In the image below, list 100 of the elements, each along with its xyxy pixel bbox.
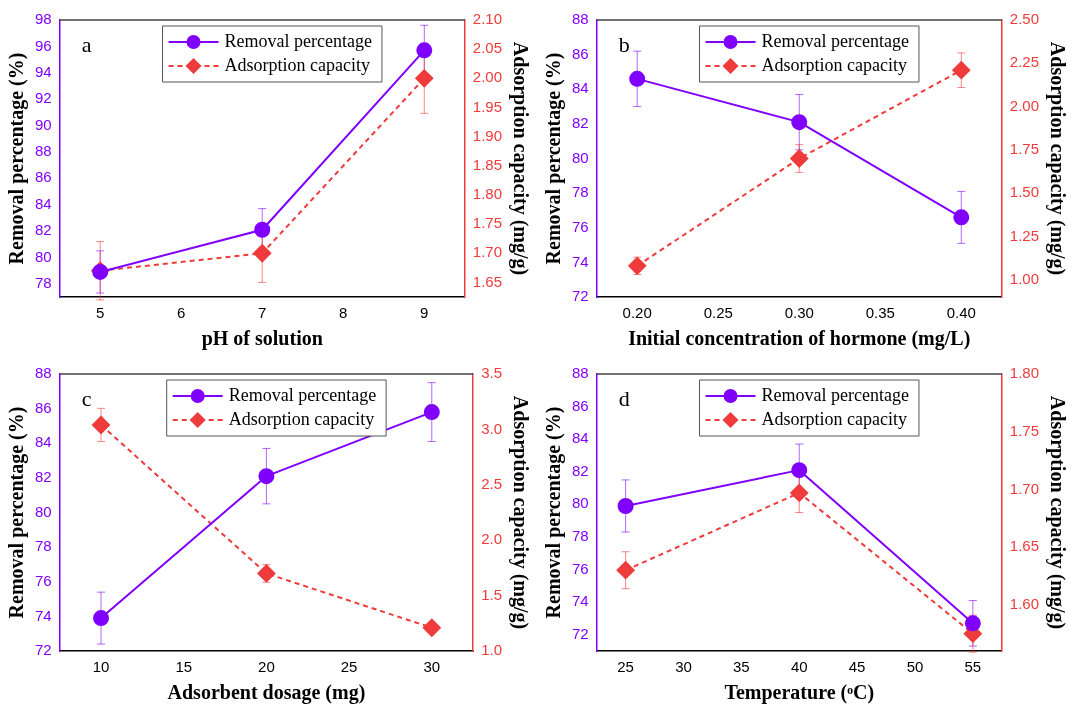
x-tick-label: 55 [964, 658, 982, 676]
y-tick-label: 84 [35, 194, 52, 212]
y2-tick-label: 1.80 [472, 185, 503, 203]
y2-tick-label: 1.70 [472, 243, 503, 261]
y-tick-label: 86 [35, 168, 52, 186]
y-tick-label: 76 [572, 559, 589, 577]
x-tick-label: 25 [617, 658, 634, 676]
y-tick-label: 86 [35, 398, 52, 416]
annotation: b [618, 31, 630, 57]
y-tick-label: 86 [572, 396, 589, 414]
y2-tick-label: 3.0 [481, 419, 503, 437]
y2-tick-label: 1.25 [1009, 226, 1040, 244]
y2-axis-title: Adsorption capacity (mg/g) [508, 41, 532, 276]
x-tick-label: 30 [423, 658, 441, 676]
y-tick-label: 74 [572, 252, 589, 270]
y-tick-label: 76 [572, 217, 589, 235]
legend-label: Removal percentage [761, 384, 909, 405]
y2-tick-label: 1.75 [472, 214, 503, 232]
x-tick-label: 15 [175, 658, 193, 676]
x-axis-title: Initial concentration of hormone (mg/L) [628, 327, 971, 351]
x-tick-label: 0.25 [703, 304, 733, 322]
y2-tick-label: 2.25 [1009, 53, 1040, 71]
y2-tick-label: 1.70 [1009, 479, 1040, 497]
y-axis-title: Removal percentage (%) [542, 406, 566, 619]
y2-tick-label: 2.0 [481, 530, 503, 548]
y-tick-label: 80 [572, 148, 589, 166]
legend-label: Adsorption capacity [761, 54, 907, 75]
y-tick-label: 78 [572, 183, 589, 201]
y-tick-label: 98 [35, 10, 52, 28]
y-tick-label: 78 [35, 537, 52, 555]
y-tick-label: 90 [35, 115, 52, 133]
y2-axis-title: Adsorption capacity (mg/g) [508, 395, 532, 630]
y-tick-label: 78 [572, 527, 589, 545]
y2-tick-label: 2.50 [1009, 10, 1040, 28]
legend-label: Adsorption capacity [224, 54, 370, 75]
y-tick-label: 82 [35, 221, 52, 239]
y2-tick-label: 1.90 [472, 126, 503, 144]
y2-tick-label: 1.0 [481, 641, 503, 659]
y-tick-label: 92 [35, 89, 52, 107]
y-tick-label: 88 [572, 364, 589, 382]
x-tick-label: 8 [339, 304, 348, 322]
y2-tick-label: 2.05 [472, 39, 503, 57]
y2-tick-label: 3.5 [481, 364, 503, 382]
y-tick-label: 88 [35, 142, 52, 160]
x-tick-label: 7 [258, 304, 267, 322]
y2-tick-label: 1.75 [1009, 421, 1040, 439]
y-tick-label: 96 [35, 36, 52, 54]
x-tick-label: 0.35 [865, 304, 895, 322]
y-tick-label: 74 [35, 606, 52, 624]
x-axis-title: Adsorbent dosage (mg) [167, 681, 366, 705]
y-tick-label: 88 [572, 10, 589, 28]
y-tick-label: 76 [35, 571, 52, 589]
y2-axis-title: Adsorption capacity (mg/g) [1045, 41, 1069, 276]
annotation: d [618, 385, 630, 411]
y2-axis-title: Adsorption capacity (mg/g) [1045, 395, 1069, 630]
x-tick-label: 10 [92, 658, 110, 676]
y-tick-label: 80 [35, 247, 52, 265]
x-tick-label: 0.20 [622, 304, 652, 322]
x-axis-title: Temperature (ᵒC) [724, 681, 875, 705]
x-tick-label: 20 [258, 658, 275, 676]
y-tick-label: 82 [572, 461, 589, 479]
y2-tick-label: 1.80 [1009, 364, 1040, 382]
y-tick-label: 88 [35, 364, 52, 382]
y2-tick-label: 1.85 [472, 155, 503, 173]
y2-tick-label: 1.65 [472, 272, 503, 290]
y-tick-label: 84 [572, 79, 589, 97]
y-axis-title: Removal percentage (%) [5, 52, 29, 265]
y-tick-label: 80 [572, 494, 589, 512]
x-tick-label: 40 [790, 658, 808, 676]
y-axis-title: Removal percentage (%) [5, 406, 29, 619]
x-tick-label: 9 [420, 304, 429, 322]
y2-tick-label: 2.00 [1009, 96, 1040, 114]
y2-tick-label: 1.65 [1009, 537, 1040, 555]
legend-label: Removal percentage [224, 30, 372, 51]
y-tick-label: 84 [35, 433, 52, 451]
y-tick-label: 82 [572, 114, 589, 132]
annotation: a [81, 31, 92, 57]
legend-label: Adsorption capacity [228, 408, 375, 429]
y2-tick-label: 1.50 [1009, 183, 1040, 201]
y-tick-label: 80 [35, 502, 52, 520]
y2-tick-label: 1.00 [1009, 269, 1040, 287]
y-tick-label: 72 [572, 287, 589, 305]
x-tick-label: 50 [906, 658, 924, 676]
x-tick-label: 5 [96, 304, 105, 322]
y-tick-label: 74 [572, 592, 589, 610]
y-tick-label: 86 [572, 44, 589, 62]
y2-tick-label: 1.5 [481, 585, 503, 603]
y2-tick-label: 2.5 [481, 474, 503, 492]
legend-label: Adsorption capacity [761, 408, 907, 429]
x-tick-label: 35 [733, 658, 750, 676]
y-tick-label: 78 [35, 273, 52, 291]
x-tick-label: 6 [177, 304, 186, 322]
y2-tick-label: 1.75 [1009, 139, 1040, 157]
y2-tick-label: 2.10 [472, 10, 503, 28]
y2-tick-label: 1.60 [1009, 594, 1040, 612]
annotation: c [81, 385, 92, 411]
y-tick-label: 82 [35, 468, 52, 486]
legend-label: Removal percentage [761, 30, 909, 51]
x-tick-label: 30 [675, 658, 692, 676]
y-tick-label: 72 [35, 641, 52, 659]
